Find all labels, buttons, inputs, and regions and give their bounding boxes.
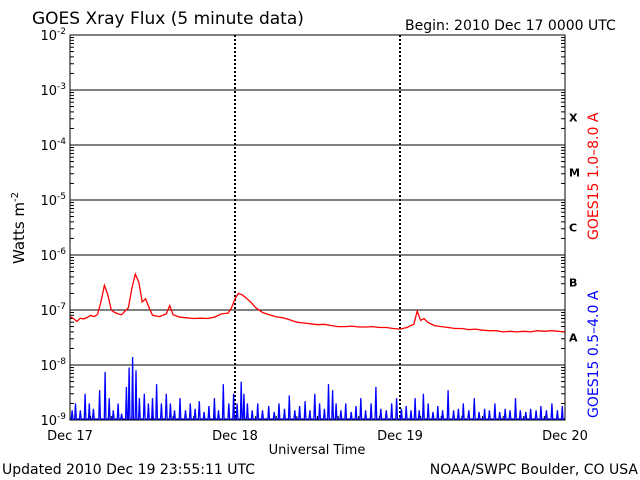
y-tick-exponent: -3 — [57, 82, 66, 92]
y-tick-base: 10 — [40, 249, 57, 264]
flare-class-label: M — [569, 167, 580, 180]
legend-long-channel: GOES15 1.0–8.0 A — [586, 112, 602, 240]
y-axis-label-text: Watts m — [10, 202, 28, 264]
chart-title: GOES Xray Flux (5 minute data) — [32, 9, 304, 29]
y-tick-label: 10-8 — [40, 357, 66, 374]
x-tick-label: Dec 17 — [47, 429, 93, 444]
series-line-short-channel — [70, 356, 565, 420]
y-tick-label: 10-6 — [40, 247, 66, 264]
gridlines — [70, 37, 565, 404]
y-tick-label: 10-5 — [40, 192, 66, 209]
y-axis-label: Watts m-2 — [10, 192, 28, 264]
y-tick-exponent: -8 — [57, 357, 66, 367]
y-tick-label: 10-7 — [40, 302, 66, 319]
y-tick-base: 10 — [40, 414, 57, 429]
y-tick-label: 10-4 — [40, 137, 66, 154]
x-tick-label: Dec 19 — [377, 429, 423, 444]
y-tick-base: 10 — [40, 359, 57, 374]
series-lines — [69, 272, 566, 420]
flare-class-label: C — [569, 222, 577, 235]
x-tick-label: Dec 20 — [542, 429, 588, 444]
series-line-long-channel — [69, 272, 566, 333]
y-tick-base: 10 — [40, 304, 57, 319]
y-tick-base: 10 — [40, 84, 57, 99]
x-axis-label: Universal Time — [269, 443, 366, 458]
y-tick-labels: 10-910-810-710-610-510-410-310-2 — [40, 27, 66, 429]
y-tick-base: 10 — [40, 139, 57, 154]
y-tick-exponent: -2 — [57, 27, 66, 37]
y-tick-base: 10 — [40, 194, 57, 209]
y-tick-base: 10 — [40, 29, 57, 44]
y-tick-label: 10-2 — [40, 27, 66, 44]
y-tick-label: 10-9 — [40, 412, 66, 429]
flare-class-label: B — [569, 277, 577, 290]
footer-updated: Updated 2010 Dec 19 23:55:11 UTC — [2, 462, 255, 478]
flare-class-label: A — [569, 332, 578, 345]
y-tick-exponent: -5 — [57, 192, 66, 202]
y-tick-exponent: -4 — [57, 137, 66, 147]
plot-frame — [69, 34, 566, 421]
y-tick-exponent: -9 — [57, 412, 66, 422]
legend-short-channel: GOES15 0.5–4.0 A — [586, 290, 602, 418]
x-tick-label: Dec 18 — [212, 429, 258, 444]
begin-label: Begin: 2010 Dec 17 0000 UTC — [405, 18, 616, 34]
y-tick-exponent: -7 — [57, 302, 66, 312]
day-separators — [69, 35, 566, 420]
y-tick-exponent: -6 — [57, 247, 66, 257]
y-axis-label-exponent: -2 — [10, 192, 21, 202]
x-tick-labels: Dec 17 Dec 18 Dec 19 Dec 20 — [47, 429, 588, 444]
flare-class-labels: X M C B A — [569, 112, 580, 345]
footer-credit: NOAA/SWPC Boulder, CO USA — [430, 462, 639, 478]
y-tick-label: 10-3 — [40, 82, 66, 99]
flare-class-label: X — [569, 112, 578, 125]
